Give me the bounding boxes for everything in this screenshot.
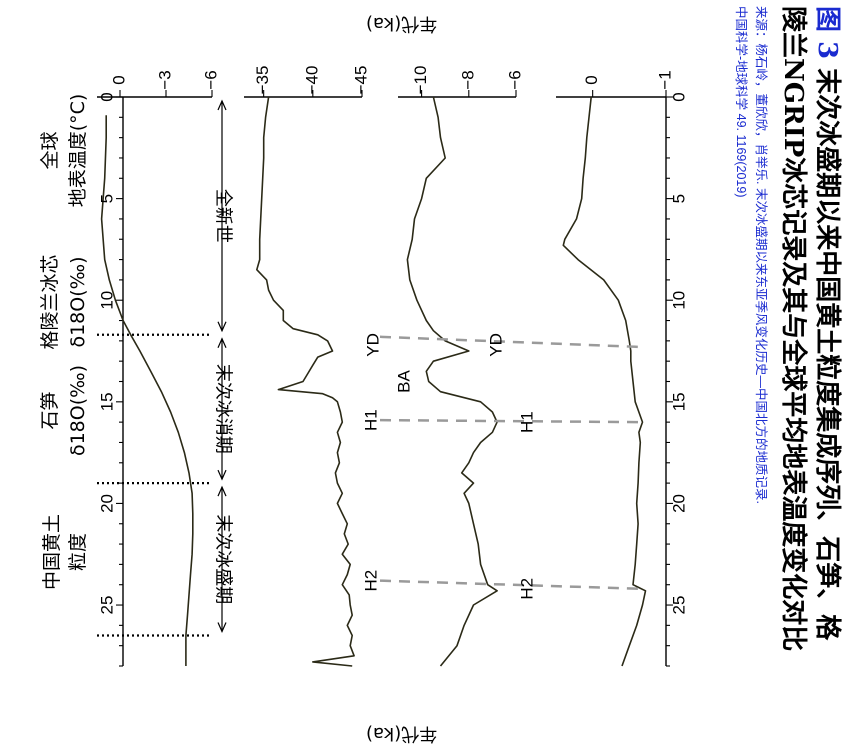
event-link-H1 xyxy=(379,418,641,424)
age-ticklabel-bottom: 15 xyxy=(669,392,688,411)
period-arrowhead xyxy=(217,622,227,633)
loess-label-line1: 中国黄土 xyxy=(41,514,63,591)
age-ticklabel-top: 5 xyxy=(97,194,116,203)
stalagmite-event-H1: H1 xyxy=(517,411,536,433)
caption-title-line1: 末次冰盛期以来中国黄土粒度集成序列、石笋、格 xyxy=(812,68,842,641)
age-ticklabel-bottom: 5 xyxy=(669,194,688,203)
period-arrowhead xyxy=(217,337,227,349)
event-link-YD xyxy=(379,335,641,349)
stalagmite-event-H2: H2 xyxy=(517,578,536,600)
age-ticklabel-top: 0 xyxy=(97,92,116,101)
greenland-label-line2: δ18O(‰) xyxy=(67,256,89,348)
greenland-label-line1: 格陵兰冰芯 xyxy=(39,254,61,350)
global-label-line2: 地表温度(°C) xyxy=(67,93,89,208)
loess-value-ticklabel: 0 xyxy=(582,75,601,84)
age-ticklabel-top: 25 xyxy=(97,596,116,615)
axes-frame xyxy=(97,90,673,667)
series-layer xyxy=(97,96,647,667)
period-arrowhead xyxy=(217,469,227,481)
loess-series-line xyxy=(562,96,647,667)
greenland-event-H2: H2 xyxy=(361,570,380,592)
greenland-value-ticklabel: −35 xyxy=(253,66,272,95)
stalagmite-event-YD: YD xyxy=(486,333,505,357)
greenland-event-YD: YD xyxy=(363,333,382,357)
global-value-ticklabel: 0 xyxy=(109,75,128,84)
stalagmite-value-ticklabel: −6 xyxy=(505,70,524,89)
caption-title-line2: 陵兰NGRIP冰芯记录及其与全球平均地表温度变化对比 xyxy=(778,6,808,652)
period-arrowhead xyxy=(217,321,227,333)
stalagmite-label-line1: 石笋 xyxy=(39,391,61,430)
greenland-series-line xyxy=(255,96,355,667)
global-value-ticklabel: −6 xyxy=(201,70,220,89)
period-arrowhead xyxy=(217,99,227,111)
age-ticklabel-top: 20 xyxy=(97,494,116,513)
figure-caption: 图 3 末次冰盛期以来中国黄土粒度集成序列、石笋、格 陵兰NGRIP冰芯记录及其… xyxy=(728,6,848,752)
age-ticklabel-bottom: 20 xyxy=(669,494,688,513)
stalagmite-value-ticklabel: −10 xyxy=(411,66,430,95)
event-link-H2 xyxy=(379,579,641,591)
period-label: 末次冰消期 xyxy=(213,364,233,454)
age-ticklabel-bottom: 25 xyxy=(669,596,688,615)
greenland-event-H1: H1 xyxy=(361,409,380,431)
greenland-value-ticklabel: −40 xyxy=(302,66,321,95)
greenland-event-BA: BA xyxy=(394,370,413,393)
greenland-value-ticklabel: −45 xyxy=(351,66,370,95)
global-series-line xyxy=(100,115,194,666)
figure-number: 图 3 xyxy=(812,6,842,60)
caption-source-line1: 来源：杨石岭，董欣欣，肖举乐. 末次冰盛期以来东亚季风变化历史—中国北方的地质记… xyxy=(754,6,768,504)
age-ticklabel-bottom: 0 xyxy=(669,92,688,101)
x-axis-title-bottom: 年代(ka) xyxy=(366,723,438,744)
age-ticklabel-top: 15 xyxy=(97,392,116,411)
stalagmite-value-ticklabel: −8 xyxy=(458,70,477,89)
age-ticklabel-bottom: 10 xyxy=(669,291,688,310)
global-label-line1: 全球 xyxy=(39,131,61,170)
stalagmite-label-line2: δ18O(‰) xyxy=(67,364,89,457)
x-axis-title-top: 年代(ka) xyxy=(366,13,438,34)
caption-source-line2: 中国科学-地球科学 49. 1169(2019) xyxy=(734,6,748,198)
period-arrowhead xyxy=(217,485,227,497)
period-label: 全新世 xyxy=(213,189,233,243)
age-ticklabel-top: 10 xyxy=(97,291,116,310)
stalagmite-series-line xyxy=(406,96,498,667)
period-label: 末次冰盛期 xyxy=(213,514,233,604)
global-value-ticklabel: −3 xyxy=(155,70,174,89)
loess-label-line2: 粒度 xyxy=(67,533,89,572)
loess-value-ticklabel: −1 xyxy=(655,70,674,89)
labels-layer: 0 0 5 5 10 10 15 15 20 20 25 25 0 −1 −6 −8 −10 −45 −40 −35 −… xyxy=(97,66,688,615)
